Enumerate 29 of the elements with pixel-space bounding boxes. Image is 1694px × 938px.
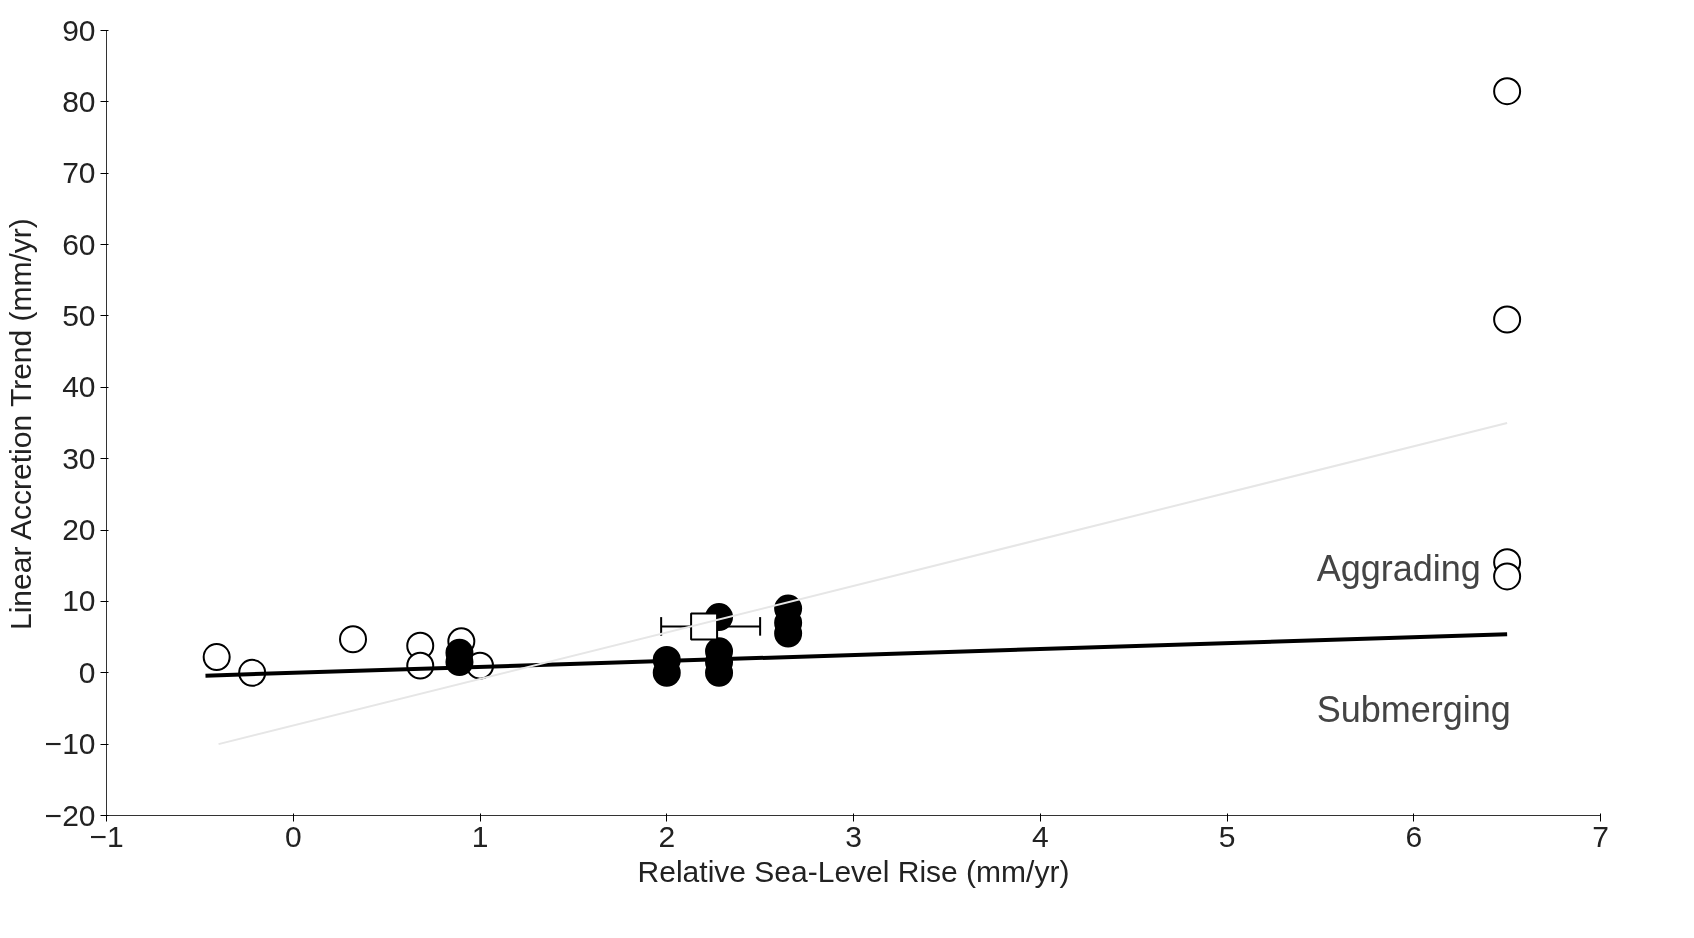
y-tick-label: 80: [62, 84, 96, 118]
y-tick-label: −10: [44, 727, 96, 761]
x-tick-label: 2: [658, 819, 676, 853]
x-tick-label: 0: [284, 819, 302, 853]
x-tick-label: 6: [1405, 819, 1423, 853]
x-axis-title: Relative Sea-Level Rise (mm/yr): [637, 854, 1070, 888]
x-tick-label: 7: [1592, 819, 1609, 853]
y-tick-label: 40: [62, 370, 96, 404]
y-tick-label: 90: [62, 13, 96, 47]
point: [202, 643, 231, 672]
point: [339, 625, 368, 654]
y-axis-title: Linear Accretion Trend (mm/yr): [3, 218, 37, 630]
y-tick-label: 30: [62, 441, 96, 475]
x-tick-label: 3: [845, 819, 862, 853]
point: [1493, 305, 1522, 334]
point: [1493, 562, 1522, 591]
annotation: Aggrading: [1316, 547, 1481, 589]
y-tick-label: 50: [62, 298, 96, 332]
x-tick-label: 1: [471, 819, 489, 853]
point: [1493, 77, 1522, 106]
y-tick-label: 60: [62, 227, 96, 261]
x-tick-label: 4: [1031, 819, 1049, 853]
point: [690, 612, 719, 641]
y-tick-label: 0: [78, 655, 96, 689]
annotation: Submerging: [1316, 689, 1511, 731]
y-tick-label: 70: [62, 156, 96, 190]
y-tick-label: 20: [62, 513, 96, 547]
x-tick-label: 5: [1218, 819, 1236, 853]
y-tick-label: 10: [62, 584, 96, 618]
